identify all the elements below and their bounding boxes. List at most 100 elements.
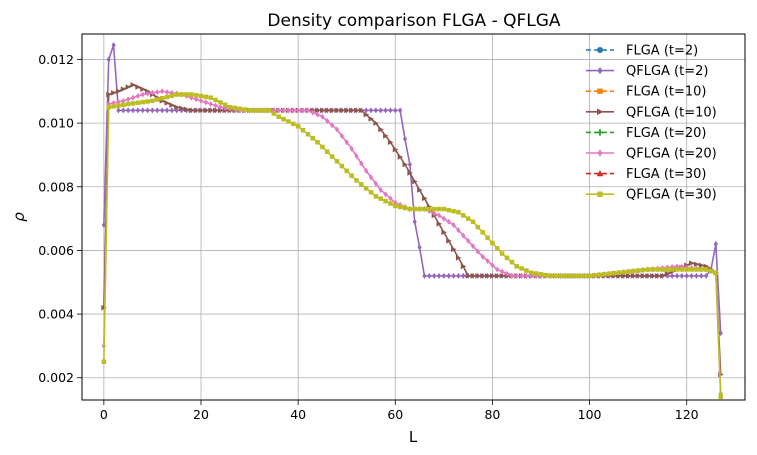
data-point [519,266,524,271]
data-point [121,102,126,108]
data-point [504,255,510,261]
data-point [436,221,442,227]
data-point [684,267,689,272]
data-point [155,89,160,96]
data-point [315,139,320,145]
data-point [446,272,451,279]
data-point [674,272,680,279]
data-point [392,146,399,153]
legend-marker [597,108,604,116]
data-point [441,215,446,222]
data-point [364,167,369,174]
data-point [164,89,170,96]
data-point [174,92,179,97]
series-layer [101,42,724,400]
data-point [164,94,170,100]
data-point [494,273,501,279]
data-point [480,273,486,279]
data-point [135,93,140,100]
data-point [616,270,621,275]
data-point [689,260,695,266]
data-point [495,246,500,251]
legend-label: QFLGA (t=30) [626,188,717,203]
data-point [155,107,160,114]
data-point [349,173,354,178]
data-point [611,270,617,276]
data-point [597,272,602,278]
data-point [470,243,476,250]
data-point [339,163,345,169]
data-point [417,244,422,251]
y-tick-label: 0.008 [38,179,74,194]
data-point [465,216,471,221]
y-tick-label: 0.012 [38,52,74,67]
data-point [514,264,519,269]
data-point [339,132,344,139]
data-point [689,267,694,272]
data-point [631,268,636,274]
data-point [121,97,126,104]
data-point [286,107,291,114]
legend-label: FLGA (t=30) [626,167,707,182]
data-point [436,206,442,212]
y-tick-label: 0.002 [38,370,74,385]
data-point [427,272,432,279]
data-point [208,107,214,114]
data-point [227,104,233,110]
data-point [130,101,136,106]
data-point [271,111,277,116]
data-point [334,159,340,164]
y-tick-label: 0.006 [38,243,74,258]
data-point [543,272,549,278]
data-point [674,267,680,272]
data-point [329,107,336,114]
data-point [179,92,184,97]
data-point [407,170,413,176]
data-point [315,107,321,114]
data-point [645,267,651,272]
data-point [427,206,432,212]
data-point [407,161,412,168]
legend-label: QFLGA (t=20) [626,147,717,162]
data-point [388,195,393,202]
data-point [276,107,281,114]
data-point [300,107,306,114]
data-point [121,107,126,114]
data-point [116,107,121,114]
legend-item: FLGA (t=30) [586,167,707,182]
data-point [655,267,660,272]
data-point [334,107,340,114]
data-point [213,107,219,114]
data-point [460,263,467,270]
data-point [198,97,204,104]
y-tick-label: 0.004 [38,307,74,322]
data-point [359,160,364,167]
data-point [315,111,320,118]
data-point [193,93,199,98]
data-point [213,97,218,103]
data-point [640,273,646,279]
data-point [291,107,296,114]
data-point [194,96,199,103]
data-point [378,126,384,133]
data-point [334,126,340,133]
data-point [621,273,627,279]
legend-marker [597,67,603,75]
data-point [524,268,529,273]
data-point [305,107,310,114]
data-point [281,116,286,122]
data-point [111,90,117,96]
data-point [694,272,699,279]
data-point [558,273,563,279]
data-point [490,240,495,246]
data-point [407,206,413,212]
data-point [364,107,369,114]
data-point [101,359,107,365]
data-point [718,394,723,400]
data-point [489,273,496,279]
data-point [140,91,145,98]
data-point [126,107,131,114]
data-point [189,92,194,97]
legend-marker [596,129,604,136]
legend-marker [597,47,603,53]
